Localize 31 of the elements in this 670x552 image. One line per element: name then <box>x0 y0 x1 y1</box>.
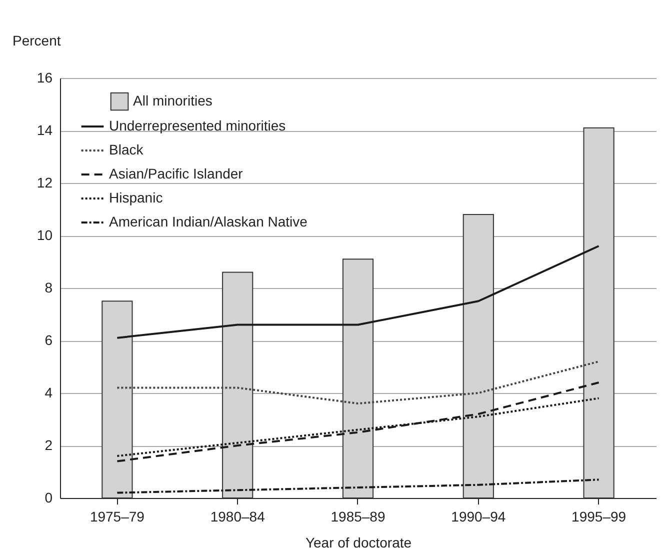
x-tick-label: 1980–84 <box>210 508 266 524</box>
line-series <box>116 478 600 494</box>
x-tick-label: 1995–99 <box>572 508 626 524</box>
legend-label: Hispanic <box>109 190 163 206</box>
y-tick-label: 0 <box>44 490 53 506</box>
y-tick-label: 8 <box>44 280 53 296</box>
y-tick-label: 10 <box>36 227 53 243</box>
x-tick-label: 1990–94 <box>451 508 506 524</box>
x-tick-label: 1975–79 <box>90 508 145 524</box>
x-tick-label: 1985–89 <box>330 508 386 524</box>
x-axis-title: Year of doctorate <box>305 534 412 550</box>
legend-label: All minorities <box>133 92 212 108</box>
y-tick-label: 6 <box>44 332 53 348</box>
legend-label: Underrepresented minorities <box>109 118 286 134</box>
bar <box>462 214 494 498</box>
y-axis-title: Percent <box>12 32 61 48</box>
bar <box>583 127 614 498</box>
y-tick-label: 4 <box>44 384 53 400</box>
y-tick-label: 2 <box>44 437 53 453</box>
legend-label: American Indian/Alaskan Native <box>109 214 308 230</box>
line-series <box>116 245 600 339</box>
y-tick-label: 16 <box>36 70 53 86</box>
line-series <box>116 360 600 404</box>
line-series <box>116 382 600 462</box>
bar <box>222 272 254 498</box>
y-tick-label: 12 <box>36 174 53 190</box>
legend-label: Asian/Pacific Islander <box>109 166 244 182</box>
y-tick-label: 14 <box>36 122 53 138</box>
bar <box>102 300 133 498</box>
legend-label: Black <box>109 142 144 158</box>
bar <box>342 258 374 498</box>
